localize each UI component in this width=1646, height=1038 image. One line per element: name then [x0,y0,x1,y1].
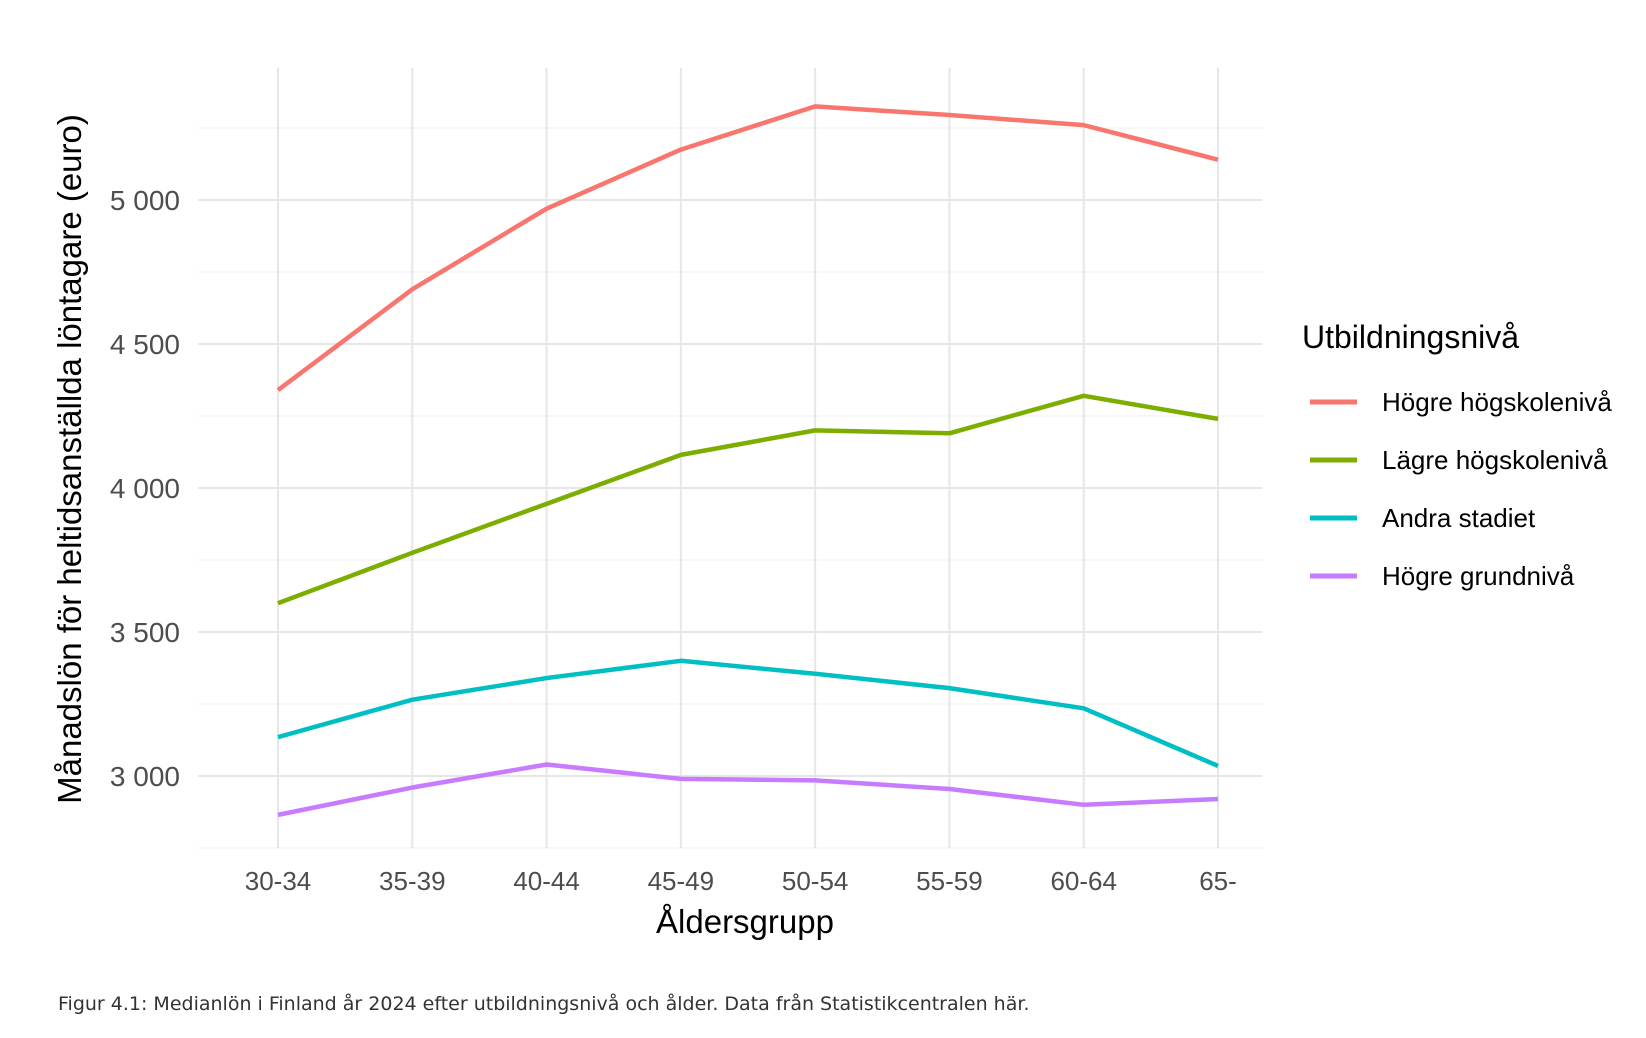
y-axis-ticks: 3 000 3 500 4 000 4 500 5 000 [110,185,180,792]
legend-title: Utbildningsnivå [1302,319,1519,355]
x-tick-label: 35-39 [379,866,446,896]
y-tick-label: 4 000 [110,473,180,504]
x-axis-ticks: 30-34 35-39 40-44 45-49 50-54 55-59 60-64 65- [245,866,1237,896]
series-line [277,658,1219,768]
y-tick-label: 5 000 [110,185,180,216]
x-tick-label: 55-59 [916,866,983,896]
legend-label: Högre grundnivå [1382,561,1575,591]
legend: Utbildningsnivå Högre högskolenivå Lägre … [1302,319,1612,591]
x-axis-title: Åldersgrupp [656,903,834,940]
legend-label: Högre högskolenivå [1382,387,1612,417]
series-line [276,104,1219,392]
y-axis-title: Månadslön för heltidsanställda löntagare… [51,114,88,804]
grid [198,68,1262,849]
line-chart: 3 000 3 500 4 000 4 500 5 000 30-34 35-39 40-4… [51,68,1612,940]
x-tick-label: 50-54 [782,866,849,896]
x-tick-label: 40-44 [513,866,580,896]
y-tick-label: 4 500 [110,329,180,360]
y-tick-label: 3 000 [110,761,180,792]
x-tick-label: 65- [1199,866,1237,896]
legend-label: Lägre högskolenivå [1382,445,1608,475]
y-tick-label: 3 500 [110,617,180,648]
x-tick-label: 60-64 [1050,866,1117,896]
series-line [277,762,1219,818]
x-tick-label: 45-49 [648,866,715,896]
series-lines [276,104,1219,818]
legend-items: Högre högskolenivå Lägre högskolenivå Andr… [1310,387,1612,591]
x-tick-label: 30-34 [245,866,312,896]
figure-caption: Figur 4.1: Medianlön i Finland år 2024 e… [58,993,1030,1015]
legend-label: Andra stadiet [1382,503,1536,533]
series-line [277,393,1219,606]
